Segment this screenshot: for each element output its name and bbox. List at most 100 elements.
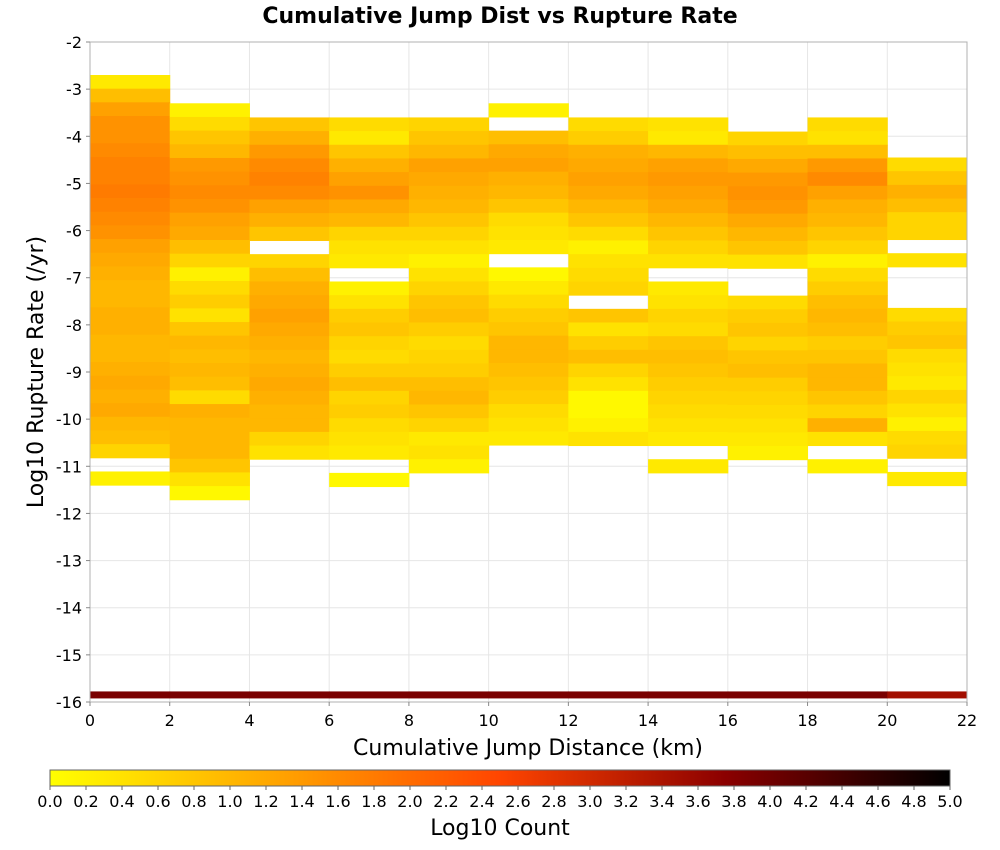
heatmap-cell [807,254,888,269]
heatmap-cell [408,295,490,310]
heatmap-cell [249,295,330,310]
heatmap-cell [807,144,888,159]
heatmap-cell [887,212,968,227]
heatmap-cell [568,336,649,351]
heatmap-cell [249,363,330,378]
heatmap-cell [648,336,729,351]
colorbar-tick-label: 2.0 [397,792,422,811]
heatmap-cell [169,130,250,145]
colorbar-tick-label: 1.4 [289,792,314,811]
heatmap-cell [488,212,569,227]
heatmap-cell [90,307,171,322]
heatmap-cell [408,322,490,337]
heatmap-cell [249,336,330,351]
heatmap-cell [887,225,968,241]
colorbar-ticks: 0.0 0.2 0.4 0.6 0.8 1.0 1.2 1.4 1.6 1.8 2.0 2.2 2.4 2… [37,786,963,811]
heatmap-cell [329,144,410,159]
x-tick-label: 20 [877,711,897,730]
heatmap-cell [408,336,490,351]
heatmap-cell [408,445,490,460]
heatmap-cell [568,431,649,447]
heatmap-cells [90,75,968,699]
heatmap-cell [408,390,490,406]
heatmap-cell [169,281,250,296]
heatmap-cell [648,172,729,187]
heatmap-cell [568,144,649,159]
heatmap-cell [169,390,250,405]
heatmap-cell [807,390,888,406]
heatmap-cell [408,185,490,200]
y-tick-label: -11 [56,457,82,476]
colorbar-tick-label: 0.6 [145,792,170,811]
heatmap-cell [329,131,410,146]
heatmap-cell [169,322,250,337]
heatmap-cell [329,254,410,269]
heatmap-cell [90,129,171,144]
heatmap-cell [488,431,569,446]
heatmap-cell [568,390,649,406]
heatmap-cell [488,185,569,200]
heatmap-cell [90,403,171,418]
heatmap-cell [727,227,809,242]
heatmap-cell [329,213,410,228]
y-tick-label: -3 [66,80,82,99]
heatmap-cell [488,130,569,145]
heatmap-cell [408,349,490,365]
y-tick-label: -15 [56,646,82,665]
colorbar-label: Log10 Count [430,816,570,841]
heatmap-cell [807,117,888,132]
heatmap-cell [169,226,250,241]
heatmap-cell [329,336,410,351]
heatmap-cell [727,391,809,406]
heatmap-cell [408,213,490,228]
heatmap-cell [408,117,490,132]
heatmap-cell [488,417,569,432]
heatmap-cell [329,240,410,255]
heatmap-cell [169,363,250,378]
heatmap-cell [169,349,250,364]
heatmap-cell [887,444,968,459]
heatmap-cell [887,417,968,432]
y-tick-label: -7 [66,269,82,288]
heatmap-cell [249,281,330,296]
heatmap-cell [169,308,250,323]
heatmap-cell [90,471,171,486]
heatmap-cell [727,186,809,201]
heatmap-cell [169,103,250,118]
y-tick-label: -10 [56,410,82,429]
heatmap-cell [90,280,171,295]
colorbar [49,769,951,787]
heatmap-cell [249,226,330,241]
heatmap-cell [249,117,330,132]
heatmap-cell [408,144,490,159]
heatmap-cell [169,185,250,200]
heatmap-cell [249,377,330,392]
heatmap-cell-bottom [727,691,809,699]
heatmap-cell [648,431,729,447]
heatmap-cell [648,144,729,159]
heatmap-cell [648,404,729,419]
heatmap-cell [329,172,410,187]
heatmap-cell [568,322,649,337]
heatmap-cell [648,377,729,392]
heatmap-cell [408,254,490,269]
colorbar-tick-label: 0.8 [181,792,206,811]
heatmap-cell [807,267,888,282]
heatmap-cell [329,117,410,132]
colorbar-tick-label: 2.4 [469,792,494,811]
heatmap-cell [90,389,171,404]
heatmap-cell [727,309,809,324]
heatmap-cell [408,199,490,214]
heatmap-cell [887,171,968,186]
heatmap-cell [648,418,729,433]
heatmap-cell [329,431,410,447]
heatmap-cell [727,158,809,174]
heatmap-cell [568,226,649,241]
heatmap-cell [488,157,569,173]
heatmap-cell [329,185,410,200]
heatmap-cell [648,131,729,146]
heatmap-cell [568,172,649,187]
heatmap-cell [807,158,888,173]
heatmap-cell [408,131,490,146]
